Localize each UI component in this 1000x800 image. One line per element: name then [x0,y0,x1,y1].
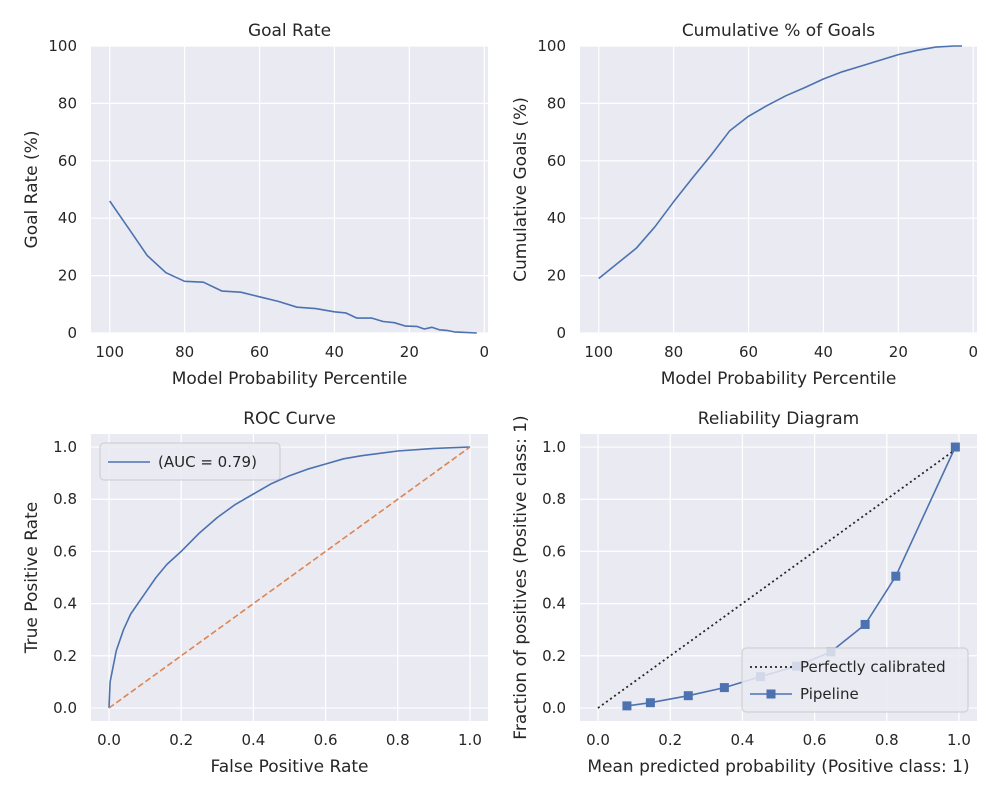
x-tick-label: 0.0 [586,731,610,749]
chart-title: Reliability Diagram [698,409,859,429]
y-axis-label: Fraction of positives (Positive class: 1… [511,415,531,739]
y-axis-label: True Positive Rate [22,502,42,654]
y-tick-label: 20 [547,267,566,285]
x-tick-label: 1.0 [458,731,482,749]
data-point [891,571,901,581]
plot-area [580,46,977,333]
x-tick-label: 0.4 [730,731,754,749]
y-tick-label: 40 [58,209,77,227]
x-tick-label: 40 [814,343,833,361]
x-tick-label: 1.0 [947,731,971,749]
legend-box [741,647,969,713]
series-line-0 [598,45,962,280]
chart-3: 0.0 0.2 0.4 0.6 0.8 1.0 0.0 0.2 0.4 0.6 0.8 1.0 Reli… [511,409,977,777]
y-tick-label: 100 [537,37,566,55]
data-point [645,698,655,708]
x-tick-label: 0.6 [803,731,827,749]
legend-label: Pipeline [800,685,859,703]
y-tick-label: 80 [58,94,77,112]
y-tick-label: 0.2 [542,647,566,665]
y-tick-label: 40 [547,209,566,227]
y-tick-label: 0.8 [53,490,77,508]
y-tick-label: 60 [58,152,77,170]
x-tick-label: 100 [584,343,613,361]
x-axis-label: Model Probability Percentile [172,369,408,389]
x-tick-label: 0.0 [97,731,121,749]
data-point [683,691,693,701]
y-tick-label: 0 [556,324,566,342]
series-line-0 [109,200,477,334]
x-tick-label: 0.2 [658,731,682,749]
chart-title: ROC Curve [243,409,336,429]
legend-label: (AUC = 0.79) [158,453,257,471]
x-tick-label: 20 [400,343,419,361]
chart-2: 0.0 0.2 0.4 0.6 0.8 1.0 0.0 0.2 0.4 0.6 0.8 1.0 ROC … [22,409,488,777]
y-tick-label: 0.2 [53,647,77,665]
data-point [950,442,960,452]
y-tick-label: 0 [67,324,77,342]
x-tick-label: 80 [664,343,683,361]
x-tick-label: 100 [95,343,124,361]
y-tick-label: 1.0 [542,438,566,456]
x-tick-label: 0.6 [314,731,338,749]
data-point [860,619,870,629]
series-line-perfectly-calibrated [597,446,960,709]
legend-box [99,442,281,481]
y-tick-label: 80 [547,94,566,112]
x-tick-label: 60 [739,343,758,361]
x-axis-label: Mean predicted probability (Positive cla… [587,757,969,777]
x-tick-label: 20 [889,343,908,361]
y-tick-label: 0.0 [53,699,77,717]
y-tick-label: 20 [58,267,77,285]
x-tick-label: 0.4 [241,731,265,749]
legend-label: Perfectly calibrated [800,658,946,676]
x-tick-label: 0.8 [875,731,899,749]
chart-0: 100 80 60 40 20 0 0 20 40 60 80 100 Goal Rate Model P… [22,21,489,389]
y-tick-label: 0.0 [542,699,566,717]
y-axis-label: Cumulative Goals (%) [511,97,531,282]
y-tick-label: 60 [547,152,566,170]
x-axis-label: False Positive Rate [211,757,369,777]
plot-area [91,46,488,333]
series-line-1 [108,446,471,709]
y-tick-label: 0.6 [53,542,77,560]
x-tick-label: 0.2 [169,731,193,749]
data-point [719,683,729,693]
y-tick-label: 0.4 [53,595,77,613]
x-tick-label: 0.8 [386,731,410,749]
x-axis-label: Model Probability Percentile [661,369,897,389]
legend: (AUC = 0.79) [99,442,281,481]
x-tick-label: 60 [250,343,269,361]
series-line-auc-0-79 [108,446,471,709]
legend-marker [766,689,776,699]
chart-title: Goal Rate [248,21,331,41]
y-tick-label: 0.4 [542,595,566,613]
y-tick-label: 0.8 [542,490,566,508]
chart-1: 100 80 60 40 20 0 0 20 40 60 80 100 Cumulative % of … [511,21,978,389]
legend: Perfectly calibrated Pipeline [741,647,969,713]
y-axis-label: Goal Rate (%) [22,131,42,249]
x-tick-label: 0 [479,343,489,361]
data-point [622,701,632,711]
y-tick-label: 100 [48,37,77,55]
y-tick-label: 1.0 [53,438,77,456]
x-tick-label: 0 [968,343,978,361]
x-tick-label: 80 [175,343,194,361]
chart-title: Cumulative % of Goals [682,21,875,41]
y-tick-label: 0.6 [542,542,566,560]
x-tick-label: 40 [325,343,344,361]
